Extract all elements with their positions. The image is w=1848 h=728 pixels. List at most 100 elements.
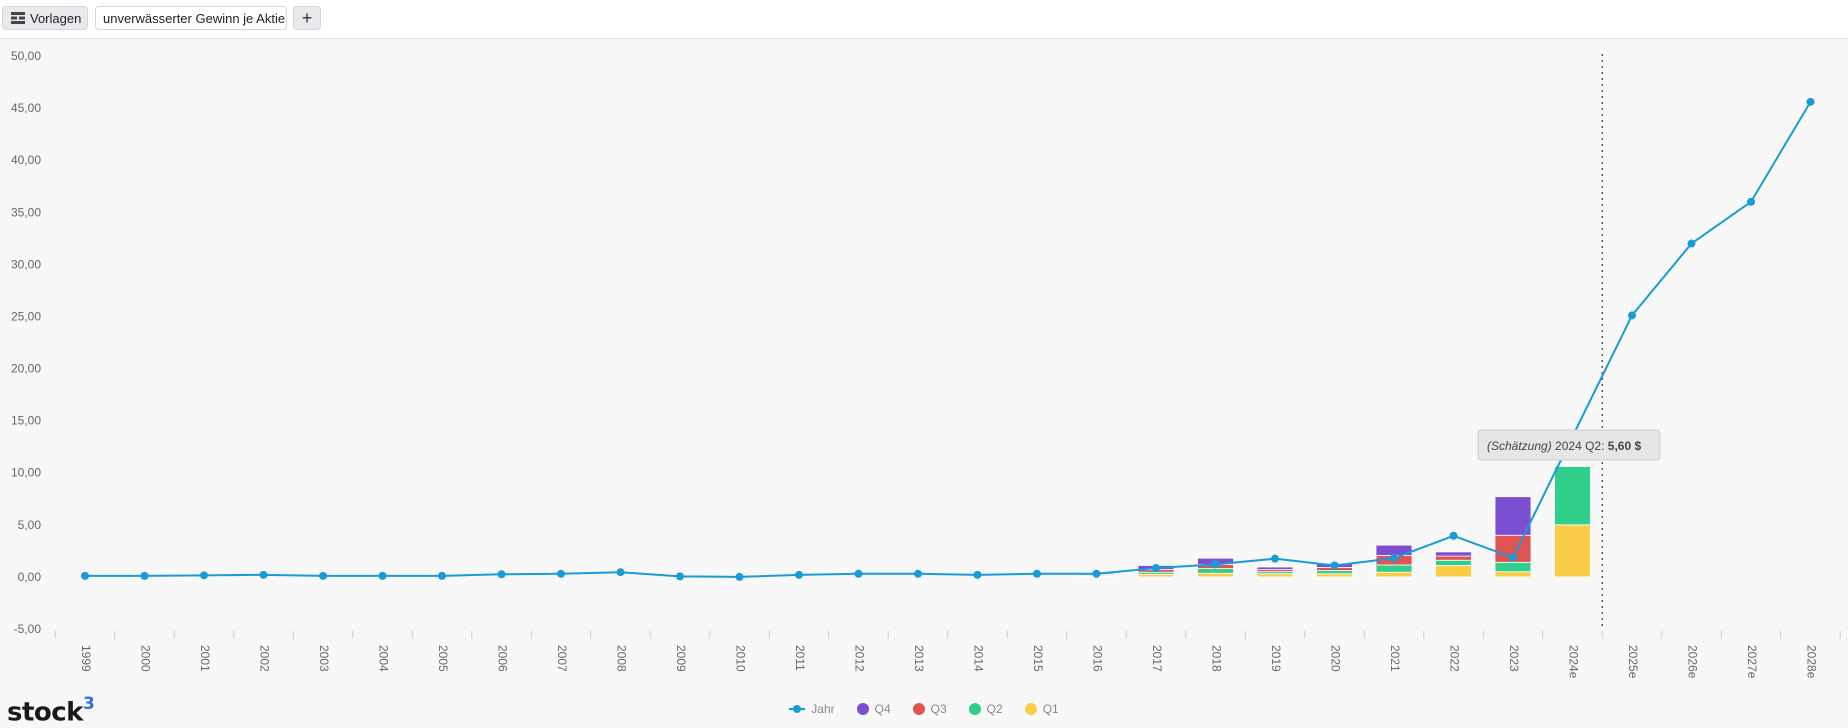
legend-item-q1[interactable]: Q1 — [1024, 702, 1059, 716]
metric-select-button[interactable]: unverwässerter Gewinn je Aktie — [95, 6, 287, 30]
x-tick-label: 2006 — [495, 645, 509, 672]
x-tick-label: 2023 — [1507, 645, 1521, 672]
chart-legend: Jahr Q4 Q3 Q2 Q1 — [0, 700, 1848, 718]
bar-q1-2023 — [1494, 571, 1532, 578]
tooltip-box — [1477, 429, 1661, 461]
bar-q1-2019 — [1256, 573, 1294, 578]
point-jahr — [1390, 554, 1398, 563]
legend-item-q2[interactable]: Q2 — [968, 702, 1003, 716]
bar-q2-2018 — [1197, 568, 1234, 574]
bar-q2-2020 — [1316, 570, 1353, 575]
x-tick-label: 2012 — [852, 645, 866, 672]
bar-q1-2020 — [1316, 573, 1353, 578]
point-jahr — [497, 570, 506, 579]
point-jahr — [319, 571, 327, 580]
q2-dot-icon — [968, 703, 981, 715]
eps-chart: 50,00 45,00 40,00 35,00 30,00 25,00 20,00 15,00… — [11, 49, 1841, 679]
x-tick-label: 2013 — [912, 645, 926, 672]
legend-label-q4: Q4 — [874, 702, 891, 716]
bar-q2-2021 — [1375, 564, 1413, 573]
point-jahr — [1628, 311, 1636, 320]
templates-button[interactable]: Vorlagen — [2, 6, 88, 30]
y-tick-label: 35,00 — [11, 205, 41, 219]
point-jahr — [140, 571, 149, 580]
point-jahr — [914, 569, 922, 578]
legend-label-jahr: Jahr — [811, 702, 835, 716]
point-jahr — [1330, 561, 1339, 570]
bar-q2-2022 — [1435, 559, 1472, 566]
point-jahr — [378, 571, 387, 580]
q4-dot-icon — [856, 703, 869, 715]
legend-label-q1: Q1 — [1042, 702, 1059, 716]
x-tick-label: 2003 — [317, 645, 331, 672]
x-tick-label: 2026e — [1685, 645, 1699, 679]
bar-q4-2019 — [1256, 566, 1294, 571]
point-jahr — [1271, 554, 1279, 563]
point-jahr — [200, 571, 208, 580]
y-tick-label: 50,00 — [11, 49, 41, 63]
y-tick-label: 0,00 — [18, 570, 42, 584]
legend-item-q4[interactable]: Q4 — [856, 702, 891, 716]
y-tick-label: 10,00 — [11, 466, 41, 480]
point-jahr — [259, 570, 268, 579]
x-tick-label: 2000 — [138, 645, 152, 672]
point-jahr — [1211, 560, 1220, 569]
bar-q2-2024e — [1554, 466, 1591, 526]
tooltip-prefix: (Schätzung) — [1487, 439, 1555, 453]
bar-q1-2024e — [1554, 524, 1591, 578]
plus-icon: + — [301, 7, 313, 28]
point-jahr — [438, 571, 446, 580]
x-tick-label: 2010 — [733, 645, 747, 672]
point-jahr — [1449, 531, 1458, 540]
line-jahr — [85, 101, 1812, 578]
templates-icon — [11, 12, 25, 24]
y-tick-label: -5,00 — [14, 622, 42, 636]
q1-dot-icon — [1024, 703, 1037, 715]
x-tick-label: 2014 — [971, 645, 985, 672]
bar-q4-2022 — [1435, 551, 1472, 557]
y-tick-label: 25,00 — [11, 309, 41, 323]
x-tick-label: 2027e — [1745, 645, 1759, 679]
point-jahr — [1092, 569, 1101, 578]
point-jahr — [735, 572, 744, 581]
x-tick-label: 2011 — [793, 645, 807, 671]
y-tick-label: 30,00 — [11, 257, 41, 271]
point-jahr — [795, 570, 803, 579]
tooltip-value: 5,60 $ — [1608, 439, 1642, 453]
legend-item-jahr[interactable]: Jahr — [789, 702, 835, 716]
bar-q2-2023 — [1494, 561, 1532, 573]
bar-q1-2022 — [1435, 565, 1472, 578]
x-tick-label: 2025e — [1626, 645, 1640, 679]
add-button[interactable]: + — [293, 6, 321, 30]
point-jahr — [1806, 97, 1815, 106]
logo-text: stock — [7, 697, 83, 728]
x-tick-label: 2002 — [257, 645, 271, 672]
x-tick-label: 2007 — [555, 645, 569, 672]
y-tick-label: 5,00 — [18, 518, 42, 532]
x-tick-label: 2021 — [1388, 645, 1402, 672]
legend-label-q2: Q2 — [986, 702, 1003, 716]
point-jahr — [1687, 239, 1696, 248]
q3-dot-icon — [912, 703, 925, 715]
x-tick-label: 2022 — [1447, 645, 1461, 672]
legend-item-q3[interactable]: Q3 — [912, 702, 947, 716]
metric-label: unverwässerter Gewinn je Aktie — [103, 10, 286, 26]
bar-q3-2022 — [1435, 555, 1472, 561]
x-tick-label: 2009 — [674, 645, 688, 672]
point-jahr — [616, 568, 625, 577]
stock3-logo: stock3 — [7, 694, 95, 728]
x-tick-label: 2008 — [614, 645, 628, 672]
point-jahr — [854, 569, 863, 578]
x-tick-label: 2018 — [1209, 645, 1223, 672]
bar-q1-2018 — [1197, 572, 1234, 578]
x-tick-label: 2015 — [1031, 645, 1045, 672]
y-tick-label: 15,00 — [11, 414, 41, 428]
y-tick-label: 45,00 — [11, 101, 41, 115]
tooltip-text: (Schätzung) 2024 Q2: 5,60 $ — [1487, 439, 1641, 453]
point-jahr — [557, 569, 565, 578]
x-tick-label: 2020 — [1328, 645, 1342, 672]
x-tick-label: 2017 — [1150, 645, 1164, 672]
point-jahr — [1509, 553, 1517, 562]
templates-label: Vorlagen — [30, 10, 82, 26]
legend-label-q3: Q3 — [930, 702, 947, 716]
